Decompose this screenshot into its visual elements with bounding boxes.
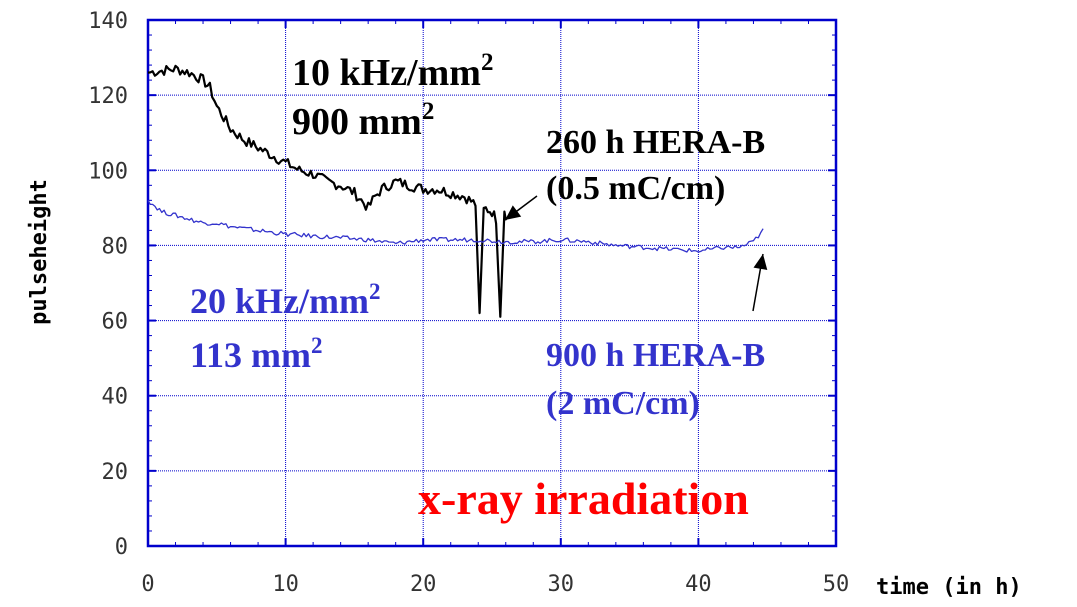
annotation-area-black-superscript: 2 (422, 98, 435, 125)
y-tick-label: 140 (88, 9, 128, 34)
annotation-charge-blue-text: (2 mC/cm) (546, 385, 700, 422)
y-axis-title: pulseheight (27, 179, 52, 325)
x-tick-labels: 0 10 20 30 40 50 (141, 572, 849, 597)
series-line-black (147, 64, 507, 318)
arrow-to-black-trace-head (505, 205, 522, 220)
annotation-charge-black-text: (0.5 mC/cm) (546, 170, 725, 207)
y-tick-label: 80 (102, 234, 129, 259)
annotation-hera-black: 260 h HERA-B (546, 124, 765, 161)
annotation-rate-black: 10 kHz/mm2 (292, 49, 493, 94)
plot-frame (146, 18, 838, 548)
annotation-rate-blue-superscript: 2 (369, 279, 381, 304)
y-tick-label: 60 (102, 310, 129, 335)
x-axis-title: time (in h) (876, 575, 1022, 600)
data-series (147, 64, 764, 318)
x-tick-label: 40 (685, 572, 712, 597)
annotation-rate-blue-text: 20 kHz/mm (190, 281, 369, 321)
y-tick-label: 40 (102, 385, 129, 410)
y-tick-label: 100 (88, 159, 128, 184)
x-tick-label: 10 (272, 572, 299, 597)
annotation-hera-black-text: 260 h HERA-B (546, 124, 765, 161)
x-tick-label: 0 (141, 572, 154, 597)
annotation-hera-blue-text: 900 h HERA-B (546, 337, 765, 374)
annotation-area-blue-text: 113 mm (190, 335, 311, 375)
annotation-charge-blue: (2 mC/cm) (546, 385, 700, 422)
annotation-charge-black: (0.5 mC/cm) (546, 170, 725, 207)
annotation-rate-black-text: 10 kHz/mm (292, 52, 481, 94)
series-line-blue (147, 199, 764, 253)
annotation-rate-black-superscript: 2 (481, 49, 494, 76)
annotation-rate-blue: 20 kHz/mm2 (190, 279, 380, 321)
annotation-area-black: 900 mm2 (292, 98, 434, 143)
annotation-area-blue: 113 mm2 (190, 333, 323, 375)
x-tick-label: 30 (548, 572, 575, 597)
y-tick-label: 120 (88, 84, 128, 109)
annotation-area-black-text: 900 mm (292, 101, 422, 143)
grid-lines (146, 18, 838, 548)
arrow-to-blue-trace-head (753, 254, 768, 270)
x-tick-label: 20 (410, 572, 437, 597)
x-tick-label: 50 (823, 572, 850, 597)
y-tick-labels: 0 20 40 60 80 100 120 140 (88, 9, 128, 560)
annotation-area-blue-superscript: 2 (311, 333, 323, 358)
y-tick-label: 0 (115, 535, 128, 560)
annotation-hera-blue: 900 h HERA-B (546, 337, 765, 374)
annotation-xray-text: x-ray irradiation (418, 473, 749, 524)
y-tick-label: 20 (102, 460, 129, 485)
annotation-arrows (504, 195, 768, 312)
annotation-xray: x-ray irradiation (418, 473, 749, 524)
